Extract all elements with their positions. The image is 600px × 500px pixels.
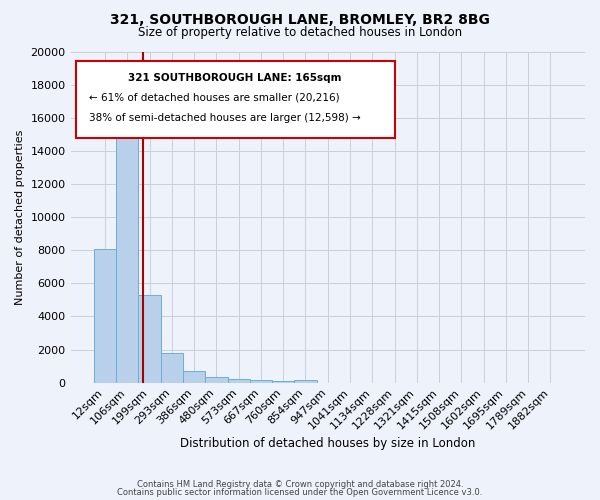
Bar (139, 295, 161, 382)
Text: 321 SOUTHBOROUGH LANE: 165sqm: 321 SOUTHBOROUGH LANE: 165sqm (128, 73, 342, 83)
Bar (205, 378, 227, 382)
Text: Contains HM Land Registry data © Crown copyright and database right 2024.: Contains HM Land Registry data © Crown c… (137, 480, 463, 489)
Text: 38% of semi-detached houses are larger (12,598) →: 38% of semi-detached houses are larger (… (89, 113, 360, 123)
Bar (183, 371, 205, 382)
X-axis label: Distribution of detached houses by size in London: Distribution of detached houses by size … (180, 437, 475, 450)
Bar (94, 250, 116, 382)
Bar (250, 380, 272, 382)
Bar (116, 110, 139, 382)
Bar (161, 353, 183, 382)
Text: Contains public sector information licensed under the Open Government Licence v3: Contains public sector information licen… (118, 488, 482, 497)
Bar (272, 380, 295, 382)
Bar (295, 380, 317, 382)
Text: Size of property relative to detached houses in London: Size of property relative to detached ho… (138, 26, 462, 39)
Text: 321, SOUTHBOROUGH LANE, BROMLEY, BR2 8BG: 321, SOUTHBOROUGH LANE, BROMLEY, BR2 8BG (110, 12, 490, 26)
Y-axis label: Number of detached properties: Number of detached properties (15, 130, 25, 305)
Bar (227, 379, 250, 382)
Bar (76, 62, 395, 138)
Text: ← 61% of detached houses are smaller (20,216): ← 61% of detached houses are smaller (20… (89, 93, 339, 103)
